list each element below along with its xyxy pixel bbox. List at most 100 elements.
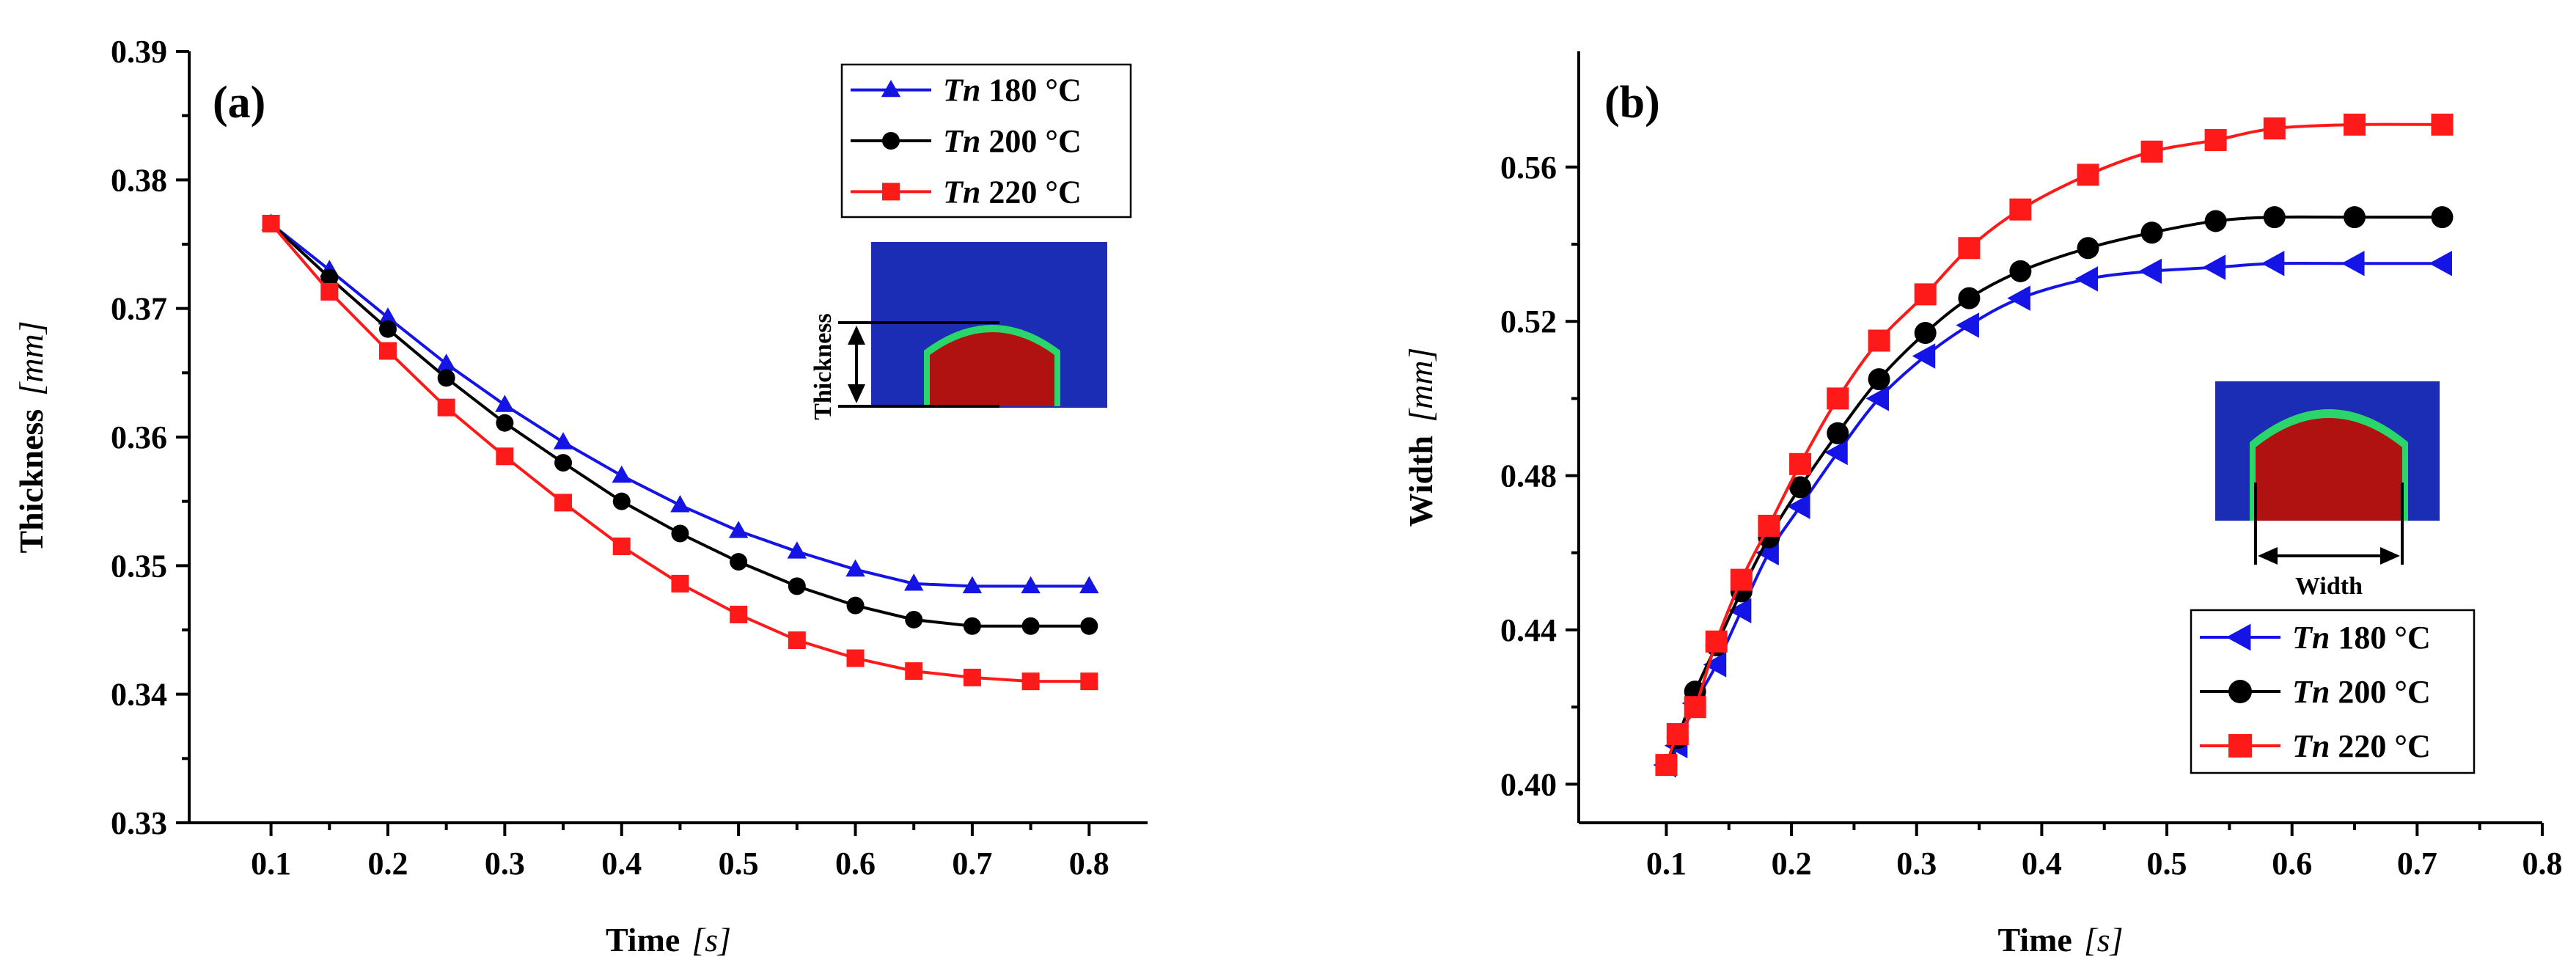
data-point-series-2	[846, 649, 865, 667]
x-tick-label: 0.1	[251, 846, 291, 881]
data-point-series-1	[612, 492, 631, 510]
data-point-series-0	[1021, 576, 1041, 593]
data-point-series-1	[730, 553, 748, 571]
legend-label-prefix: Tn	[943, 174, 980, 210]
data-point-series-0	[2429, 251, 2452, 276]
data-point-series-1	[1958, 287, 1981, 309]
data-point-series-1	[554, 454, 573, 472]
data-point-series-2	[1868, 329, 1890, 352]
data-point-series-1	[2077, 237, 2099, 260]
legend-label-2: Tn 220 °C	[943, 174, 1082, 210]
x-tick-label: 0.3	[485, 846, 525, 881]
data-point-series-2	[905, 662, 923, 681]
y-tick-label: 0.39	[111, 34, 167, 70]
data-point-series-1	[1080, 617, 1098, 635]
x-axis-title-text: Time	[1997, 921, 2072, 958]
legend-label-prefix: Tn	[943, 73, 980, 109]
data-point-series-0	[1956, 312, 1979, 338]
y-tick-label: 0.33	[111, 805, 167, 841]
data-point-series-0	[378, 307, 398, 325]
data-point-series-0	[553, 432, 573, 450]
legend-label-suffix: 180 °C	[2330, 620, 2430, 656]
legend-marker-1	[882, 132, 900, 150]
x-tick-label: 0.6	[835, 846, 876, 881]
data-point-series-1	[496, 414, 514, 432]
data-point-series-2	[788, 631, 806, 650]
x-axis-title-unit: [s]	[2084, 921, 2124, 958]
data-point-series-0	[495, 395, 515, 412]
data-point-series-0	[2261, 251, 2285, 276]
data-point-series-2	[1655, 754, 1678, 777]
data-point-series-2	[1666, 723, 1689, 746]
data-point-series-0	[1079, 576, 1099, 593]
inset-simulation-image: Width	[2215, 381, 2440, 600]
y-axis-title-unit: [mm]	[1402, 348, 1439, 422]
data-point-series-0	[1703, 652, 1727, 678]
x-axis-title-unit: [s]	[691, 921, 731, 958]
data-point-series-2	[1827, 387, 1849, 410]
data-point-series-2	[2344, 113, 2366, 136]
arrow-head-down	[848, 384, 865, 403]
data-point-series-0	[2074, 266, 2099, 292]
legend-label-suffix: 200 °C	[980, 123, 1081, 159]
y-tick-label: 0.52	[1500, 304, 1557, 340]
data-point-series-0	[1728, 598, 1752, 623]
data-point-series-1	[378, 320, 397, 338]
y-tick-label: 0.44	[1500, 612, 1557, 648]
data-point-series-2	[554, 494, 573, 512]
data-point-series-2	[1914, 283, 1937, 306]
data-point-series-2	[2077, 164, 2099, 186]
legend-label-prefix: Tn	[2292, 728, 2330, 764]
y-axis-title: Width [mm]	[1402, 348, 1439, 527]
data-point-series-1	[1789, 476, 1812, 499]
x-tick-label: 0.6	[2272, 846, 2312, 881]
data-point-series-0	[2007, 285, 2030, 311]
data-point-series-2	[2009, 198, 2032, 221]
y-tick-label: 0.40	[1500, 766, 1557, 802]
y-tick-label: 0.34	[111, 677, 167, 713]
data-point-series-1	[788, 577, 806, 595]
data-point-series-2	[262, 214, 280, 232]
legend-label-suffix: 220 °C	[2330, 728, 2430, 764]
x-tick-label: 0.2	[367, 846, 408, 881]
inset-annotation-label: Thickness	[810, 313, 837, 420]
chart-panel-b: 0.1 0.2 0.3 0.4 0.5 0.6 0.7 0.8 0.40 0.44 0.48 0.52…	[1402, 51, 2563, 958]
data-point-series-1	[963, 617, 981, 635]
legend-marker-0	[881, 79, 901, 98]
data-point-series-0	[728, 521, 749, 538]
inset-melt-pool	[2256, 418, 2402, 521]
data-point-series-0	[1912, 343, 1936, 369]
data-point-series-2	[2204, 128, 2227, 151]
legend-label-prefix: Tn	[943, 123, 980, 159]
data-point-series-0	[2202, 254, 2226, 280]
data-point-series-0	[2138, 258, 2162, 285]
data-point-series-2	[1730, 568, 1753, 591]
data-point-series-1	[846, 596, 865, 615]
x-tick-label: 0.3	[1896, 846, 1937, 881]
arrow-head-up	[848, 326, 865, 345]
x-tick-label: 0.4	[2022, 846, 2062, 881]
data-point-series-2	[1758, 514, 1780, 537]
data-point-series-2	[963, 668, 981, 686]
x-tick-label: 0.8	[1069, 846, 1109, 881]
data-point-series-0	[904, 573, 924, 591]
y-tick-label: 0.56	[1500, 150, 1557, 186]
legend-marker-2	[2228, 734, 2252, 758]
data-point-series-1	[2140, 221, 2163, 244]
data-point-series-2	[496, 447, 514, 466]
legend-label-0: Tn 180 °C	[2292, 620, 2431, 656]
legend-label-2: Tn 220 °C	[2292, 728, 2431, 764]
data-point-series-0	[612, 465, 631, 483]
y-axis-title: Thickness [mm]	[12, 320, 50, 553]
y-axis-title-text: Width	[1402, 436, 1439, 527]
y-tick-label: 0.48	[1500, 458, 1557, 494]
data-point-series-1	[1914, 321, 1937, 344]
legend-label-prefix: Tn	[2292, 674, 2330, 710]
x-tick-label: 0.1	[1646, 846, 1687, 881]
data-point-series-2	[1021, 672, 1040, 691]
data-point-series-1	[2344, 206, 2366, 229]
data-point-series-0	[962, 576, 983, 593]
data-point-series-2	[2263, 117, 2286, 140]
data-point-series-2	[612, 538, 631, 556]
